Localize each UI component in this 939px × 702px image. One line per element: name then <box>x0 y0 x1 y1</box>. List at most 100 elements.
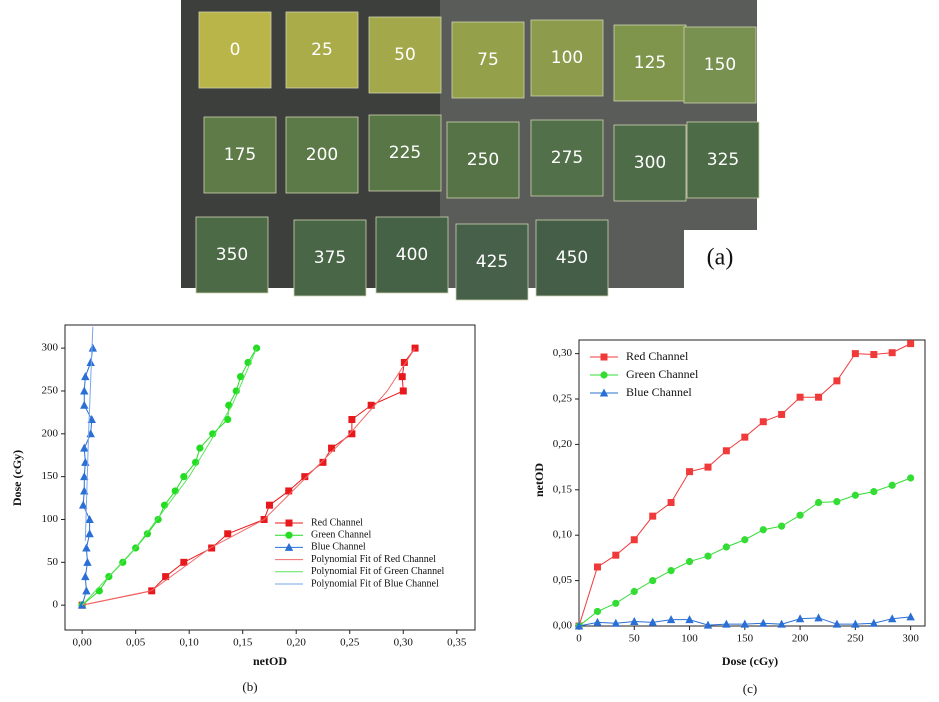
marker <box>686 468 693 475</box>
y-tick-label: 0,20 <box>553 438 573 450</box>
marker <box>833 498 840 505</box>
series-line <box>579 478 911 626</box>
marker <box>399 373 406 380</box>
marker <box>741 434 748 441</box>
marker <box>631 536 638 543</box>
marker <box>348 416 355 423</box>
marker <box>161 502 168 509</box>
y-tick-label: 100 <box>42 513 59 525</box>
x-tick-label: 0,05 <box>126 637 146 649</box>
marker <box>906 612 914 620</box>
legend-marker <box>600 371 607 378</box>
film-label: 200 <box>306 145 338 165</box>
marker <box>796 512 803 519</box>
y-tick-label: 0,00 <box>553 620 573 632</box>
y-tick-label: 0 <box>53 599 59 611</box>
marker <box>760 418 767 425</box>
legend-label: Green Channel <box>626 367 699 381</box>
film-label: 25 <box>311 40 333 60</box>
marker <box>224 530 231 537</box>
y-tick-label: 0,30 <box>553 347 573 359</box>
y-tick-label: 300 <box>42 342 59 354</box>
marker <box>266 502 273 509</box>
x-tick-label: 50 <box>629 633 641 645</box>
marker <box>668 499 675 506</box>
film-label: 225 <box>389 143 421 163</box>
y-tick-label: 0,10 <box>553 529 573 541</box>
y-tick-label: 0,15 <box>553 483 573 495</box>
x-tick-label: 300 <box>902 633 919 645</box>
marker <box>759 619 767 627</box>
y-tick-label: 0,05 <box>553 574 573 586</box>
marker <box>870 488 877 495</box>
marker <box>686 558 693 565</box>
marker <box>96 587 103 594</box>
figure: (a) 025507510012515017520022525027530032… <box>0 0 939 702</box>
marker <box>225 402 232 409</box>
marker <box>852 350 859 357</box>
x-tick-label: 0,30 <box>394 637 414 649</box>
marker <box>797 394 804 401</box>
film-label: 50 <box>394 45 416 65</box>
marker <box>89 344 97 352</box>
marker <box>814 613 822 621</box>
marker <box>86 358 94 366</box>
film-label: 350 <box>216 245 248 265</box>
marker <box>593 618 601 626</box>
marker <box>889 349 896 356</box>
marker <box>612 600 619 607</box>
marker <box>82 544 90 552</box>
legend-label: Blue Channel <box>311 542 366 553</box>
marker <box>815 499 822 506</box>
marker <box>630 617 638 625</box>
y-axis-label: Dose (cGy) <box>10 450 24 506</box>
film-label: 400 <box>396 245 428 265</box>
y-axis-label: netOD <box>532 463 546 497</box>
marker <box>85 529 93 537</box>
marker <box>870 351 877 358</box>
x-tick-label: 250 <box>847 633 864 645</box>
x-tick-label: 0,15 <box>233 637 253 649</box>
film-label: 375 <box>314 248 346 268</box>
marker <box>631 588 638 595</box>
marker <box>196 445 203 452</box>
marker <box>741 536 748 543</box>
legend-label: Red Channel <box>311 517 363 528</box>
legend-label: Polynomial Fit of Green Channel <box>311 566 445 577</box>
marker <box>594 608 601 615</box>
series-line <box>82 348 256 605</box>
marker <box>86 429 94 437</box>
film-label: 75 <box>477 50 499 70</box>
legend-marker <box>286 520 293 527</box>
x-tick-label: 0,10 <box>180 637 200 649</box>
legend-label: Polynomial Fit of Blue Channel <box>311 578 439 589</box>
caption: (c) <box>743 681 757 696</box>
marker <box>815 394 822 401</box>
marker <box>649 577 656 584</box>
marker <box>833 377 840 384</box>
film-label: 0 <box>230 40 241 60</box>
marker <box>705 464 712 471</box>
y-tick-label: 150 <box>42 470 59 482</box>
film-label: 300 <box>634 153 666 173</box>
x-tick-label: 0,00 <box>73 637 93 649</box>
plot-frame <box>579 340 925 626</box>
x-axis-label: netOD <box>253 654 287 668</box>
y-tick-label: 200 <box>42 427 59 439</box>
marker <box>907 340 914 347</box>
marker <box>180 473 187 480</box>
legend-label: Green Channel <box>311 529 371 540</box>
marker <box>172 487 179 494</box>
film-label: 450 <box>556 248 588 268</box>
film-label: 250 <box>467 150 499 170</box>
marker <box>144 530 151 537</box>
film-label: 275 <box>551 148 583 168</box>
marker <box>80 401 88 409</box>
legend-label: Polynomial Fit of Red Channel <box>311 554 436 565</box>
marker <box>81 572 89 580</box>
marker <box>907 474 914 481</box>
marker <box>760 526 767 533</box>
marker <box>328 445 335 452</box>
marker <box>704 552 711 559</box>
x-tick-label: 0 <box>576 633 582 645</box>
